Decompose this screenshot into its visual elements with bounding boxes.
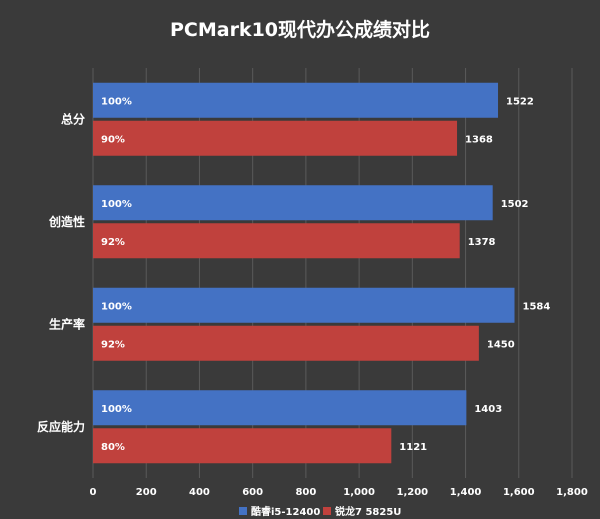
bar bbox=[93, 120, 458, 156]
x-tick-label: 800 bbox=[295, 487, 316, 498]
x-tick-label: 1,200 bbox=[397, 487, 429, 498]
legend-label: 酷睿i5-12400 bbox=[251, 505, 320, 518]
category-label: 反应能力 bbox=[37, 419, 85, 434]
bar-percent-label: 92% bbox=[101, 339, 125, 350]
legend: 酷睿i5-12400 锐龙7 5825U bbox=[239, 505, 401, 518]
x-tick-label: 1,600 bbox=[503, 487, 535, 498]
x-tick-label: 1,800 bbox=[556, 487, 588, 498]
bar bbox=[93, 428, 392, 464]
bar-percent-label: 100% bbox=[101, 199, 132, 210]
bar-value-label: 1584 bbox=[523, 301, 551, 312]
x-tick-label: 400 bbox=[189, 487, 210, 498]
category-label: 总分 bbox=[61, 111, 85, 126]
bar bbox=[93, 82, 499, 118]
legend-swatch bbox=[323, 507, 331, 515]
x-axis-ticks: 0 200 400 600 800 1,000 1,200 1,400 1,600 1,800 bbox=[90, 487, 588, 498]
bar-percent-label: 100% bbox=[101, 301, 132, 312]
bar bbox=[93, 287, 515, 323]
bar-percent-label: 80% bbox=[101, 442, 125, 453]
x-tick-label: 0 bbox=[90, 487, 97, 498]
bar bbox=[93, 390, 467, 426]
x-tick-label: 200 bbox=[136, 487, 157, 498]
x-tick-label: 600 bbox=[242, 487, 263, 498]
legend-label: 锐龙7 5825U bbox=[335, 505, 401, 518]
category-label: 创造性 bbox=[48, 214, 85, 229]
bar-percent-label: 90% bbox=[101, 134, 125, 145]
bar-percent-label: 100% bbox=[101, 96, 132, 107]
bar-value-label: 1368 bbox=[465, 134, 493, 145]
bar-value-label: 1378 bbox=[468, 237, 496, 248]
bar-percent-label: 92% bbox=[101, 237, 125, 248]
bar bbox=[93, 185, 493, 221]
bar-value-label: 1522 bbox=[506, 96, 534, 107]
chart-title: PCMark10现代办公成绩对比 bbox=[170, 18, 430, 41]
bar-percent-label: 100% bbox=[101, 404, 132, 415]
bar bbox=[93, 223, 460, 259]
legend-swatch bbox=[239, 507, 247, 515]
bar bbox=[93, 325, 479, 361]
bar-value-label: 1502 bbox=[501, 199, 529, 210]
x-tick-label: 1,000 bbox=[343, 487, 375, 498]
category-label: 生产率 bbox=[49, 316, 85, 331]
bar-group: 100% 1522 90% 1368 100% 1502 92% 1378 100% 1584 92… bbox=[93, 82, 551, 464]
bar-value-label: 1403 bbox=[474, 404, 502, 415]
bar-value-label: 1450 bbox=[487, 339, 515, 350]
x-tick-label: 1,400 bbox=[450, 487, 482, 498]
bar-value-label: 1121 bbox=[399, 442, 427, 453]
